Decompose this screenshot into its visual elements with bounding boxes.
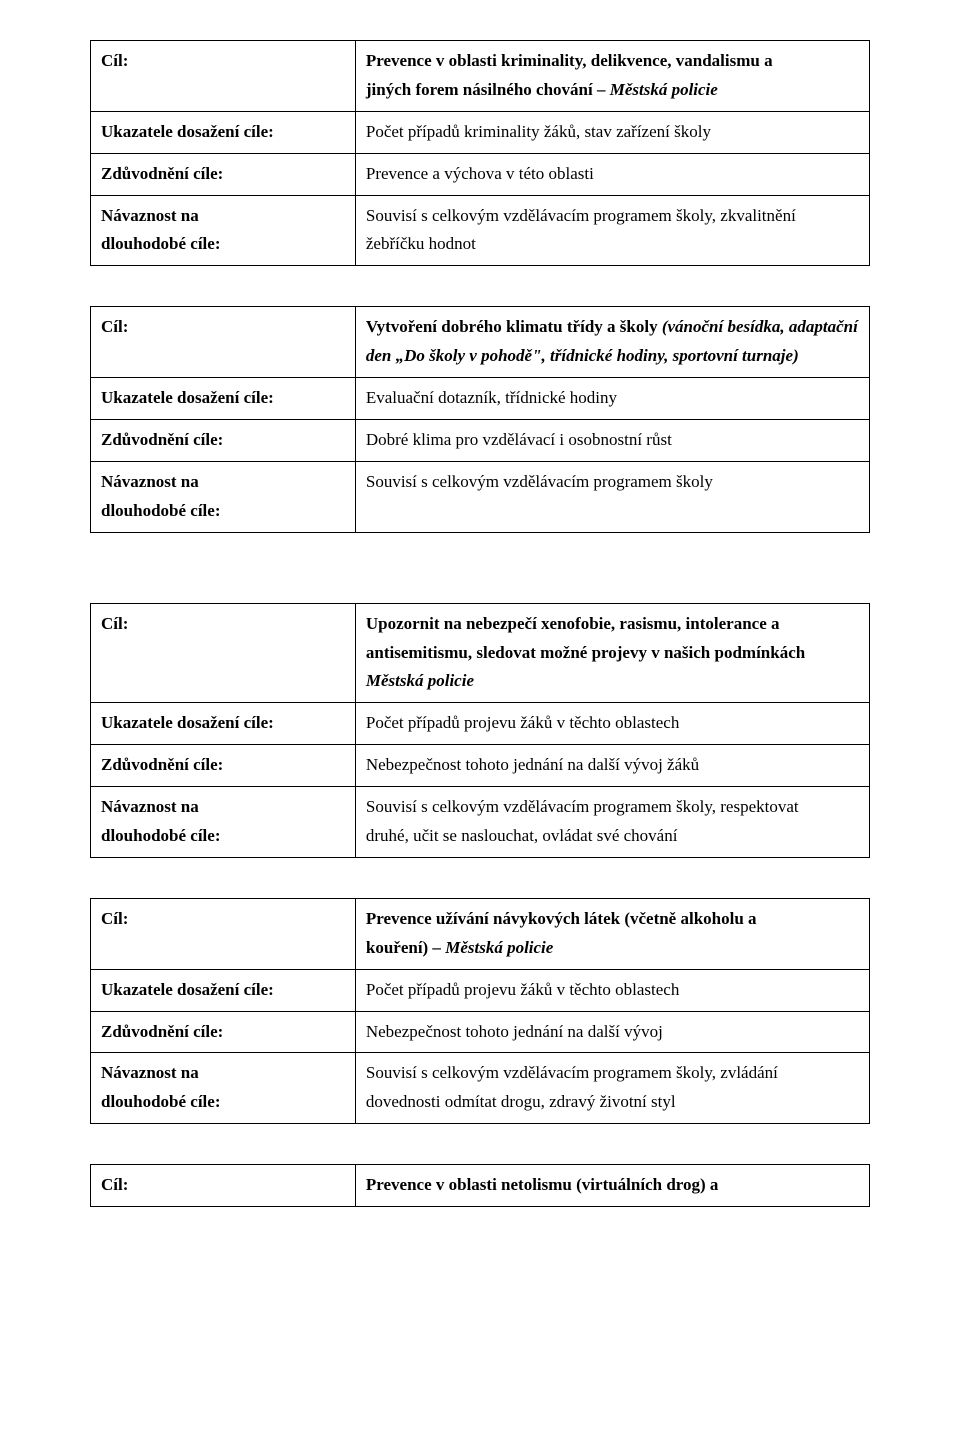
label-navaz-l1: Návaznost na [101, 468, 345, 497]
cell-cil: Vytvoření dobrého klimatu třídy a školy … [355, 307, 869, 378]
cell-zduvodneni: Prevence a výchova v této oblasti [355, 153, 869, 195]
label-text: Cíl: [101, 614, 128, 633]
goal-block-4: Cíl: Prevence užívání návykových látek (… [90, 898, 870, 1124]
cil-line-1: Upozornit na nebezpečí xenofobie, rasism… [366, 610, 859, 639]
cell-ukazatele: Počet případů projevu žáků v těchto obla… [355, 703, 869, 745]
label-text: Ukazatele dosažení cíle: [101, 713, 274, 732]
row-label-navaznost: Návaznost na dlouhodobé cíle: [91, 1053, 356, 1124]
label-text: Cíl: [101, 909, 128, 928]
section-spacer [90, 573, 870, 603]
row-label-ukazatele: Ukazatele dosažení cíle: [91, 969, 356, 1011]
goal-block-2: Cíl: Vytvoření dobrého klimatu třídy a š… [90, 306, 870, 532]
cell-cil: Prevence v oblasti netolismu (virtuálníc… [355, 1165, 869, 1207]
cil-l2-a: kouření) [366, 938, 428, 957]
cil-l2-b: – Městská policie [428, 938, 553, 957]
row-label-zduvodneni: Zdůvodnění cíle: [91, 745, 356, 787]
cil-line-2-italic: Městská policie [610, 80, 718, 99]
label-navaz-l1: Návaznost na [101, 202, 345, 231]
label-text: Ukazatele dosažení cíle: [101, 122, 274, 141]
row-label-navaznost: Návaznost na dlouhodobé cíle: [91, 195, 356, 266]
cell-zduvodneni: Nebezpečnost tohoto jednání na další výv… [355, 745, 869, 787]
cil-line-2: kouření) – Městská policie [366, 934, 859, 963]
navaz-line-2: dovednosti odmítat drogu, zdravý životní… [366, 1088, 859, 1117]
row-label-navaznost: Návaznost na dlouhodobé cíle: [91, 787, 356, 858]
cil-line-1: Prevence užívání návykových látek (včetn… [366, 905, 859, 934]
cil-part-a: Vytvoření dobrého klimatu třídy a školy [366, 317, 662, 336]
cell-cil: Upozornit na nebezpečí xenofobie, rasism… [355, 603, 869, 703]
navaz-line-2: žebříčku hodnot [366, 230, 859, 259]
cil-line-3: Městská policie [366, 667, 859, 696]
label-navaz-l2: dlouhodobé cíle: [101, 1088, 345, 1117]
goal-block-1: Cíl: Prevence v oblasti kriminality, del… [90, 40, 870, 266]
navaz-line-1: Souvisí s celkovým vzdělávacím programem… [366, 202, 859, 231]
cell-zduvodneni: Nebezpečnost tohoto jednání na další výv… [355, 1011, 869, 1053]
navaz-line-1: Souvisí s celkovým vzdělávacím programem… [366, 793, 859, 822]
label-text: Zdůvodnění cíle: [101, 1022, 223, 1041]
navaz-line-2: druhé, učit se naslouchat, ovládat své c… [366, 822, 859, 851]
document-page: Cíl: Prevence v oblasti kriminality, del… [0, 0, 960, 1247]
label-navaz-l1: Návaznost na [101, 793, 345, 822]
goal-block-5: Cíl: Prevence v oblasti netolismu (virtu… [90, 1164, 870, 1207]
label-navaz-l2: dlouhodobé cíle: [101, 822, 345, 851]
row-label-cil: Cíl: [91, 307, 356, 378]
label-text: Cíl: [101, 51, 128, 70]
cil-line-2: jiných forem násilného chování – Městská… [366, 76, 859, 105]
row-label-cil: Cíl: [91, 603, 356, 703]
row-label-cil: Cíl: [91, 41, 356, 112]
cell-ukazatele: Evaluační dotazník, třídnické hodiny [355, 378, 869, 420]
row-label-zduvodneni: Zdůvodnění cíle: [91, 420, 356, 462]
label-navaz-l1: Návaznost na [101, 1059, 345, 1088]
row-label-cil: Cíl: [91, 1165, 356, 1207]
label-navaz-l2: dlouhodobé cíle: [101, 497, 345, 526]
cell-cil: Prevence užívání návykových látek (včetn… [355, 898, 869, 969]
cell-ukazatele: Počet případů projevu žáků v těchto obla… [355, 969, 869, 1011]
row-label-zduvodneni: Zdůvodnění cíle: [91, 1011, 356, 1053]
label-text: Cíl: [101, 1175, 128, 1194]
row-label-cil: Cíl: [91, 898, 356, 969]
row-label-ukazatele: Ukazatele dosažení cíle: [91, 378, 356, 420]
cell-zduvodneni: Dobré klima pro vzdělávací i osobnostní … [355, 420, 869, 462]
row-label-ukazatele: Ukazatele dosažení cíle: [91, 703, 356, 745]
row-label-navaznost: Návaznost na dlouhodobé cíle: [91, 461, 356, 532]
cell-navaznost: Souvisí s celkovým vzdělávacím programem… [355, 787, 869, 858]
label-text: Zdůvodnění cíle: [101, 755, 223, 774]
cell-navaznost: Souvisí s celkovým vzdělávacím programem… [355, 195, 869, 266]
cell-ukazatele: Počet případů kriminality žáků, stav zař… [355, 111, 869, 153]
row-label-ukazatele: Ukazatele dosažení cíle: [91, 111, 356, 153]
navaz-line-1: Souvisí s celkovým vzdělávacím programem… [366, 1059, 859, 1088]
label-navaz-l2: dlouhodobé cíle: [101, 230, 345, 259]
cell-navaznost: Souvisí s celkovým vzdělávacím programem… [355, 461, 869, 532]
label-text: Ukazatele dosažení cíle: [101, 388, 274, 407]
cil-line-2: antisemitismu, sledovat možné projevy v … [366, 639, 859, 668]
cil-line-1: Prevence v oblasti kriminality, delikven… [366, 47, 859, 76]
label-text: Cíl: [101, 317, 128, 336]
cil-line-2-pre: jiných forem násilného chování – [366, 80, 610, 99]
cell-navaznost: Souvisí s celkovým vzdělávacím programem… [355, 1053, 869, 1124]
label-text: Zdůvodnění cíle: [101, 164, 223, 183]
label-text: Ukazatele dosažení cíle: [101, 980, 274, 999]
row-label-zduvodneni: Zdůvodnění cíle: [91, 153, 356, 195]
cell-cil: Prevence v oblasti kriminality, delikven… [355, 41, 869, 112]
label-text: Zdůvodnění cíle: [101, 430, 223, 449]
goal-block-3: Cíl: Upozornit na nebezpečí xenofobie, r… [90, 603, 870, 858]
